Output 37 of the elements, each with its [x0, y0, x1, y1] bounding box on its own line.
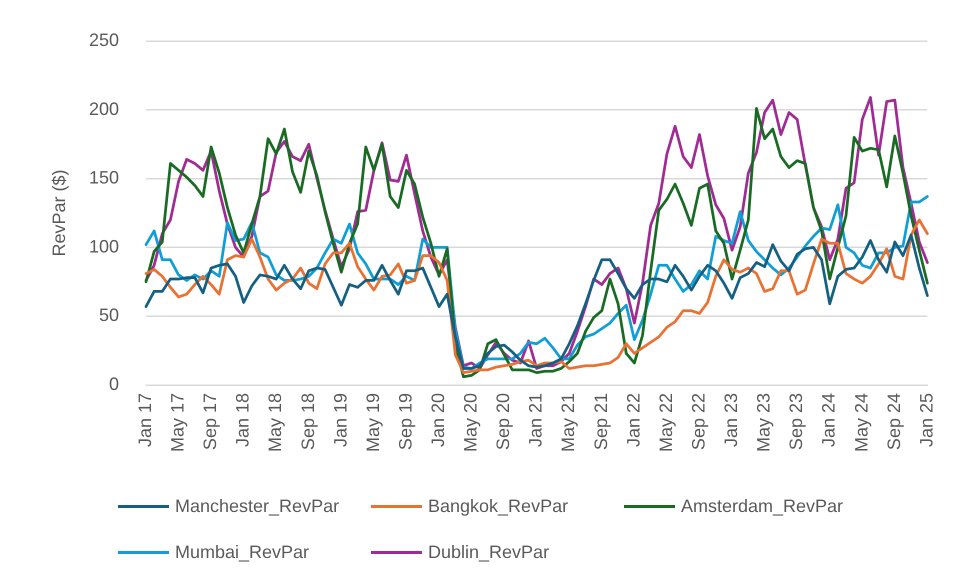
- y-tick-label: 50: [98, 305, 119, 326]
- x-tick-label: May 23: [754, 393, 774, 452]
- y-tick-label: 0: [108, 374, 119, 394]
- x-tick-label: May 17: [168, 393, 188, 452]
- legend-label: Bangkok_RevPar: [428, 496, 568, 516]
- x-tick-label: May 21: [558, 393, 578, 452]
- x-tick-label: Sep 24: [884, 393, 904, 450]
- x-tick-label: Sep 20: [493, 393, 514, 450]
- x-tick-label: Jan 21: [526, 393, 546, 448]
- y-tick-label: 100: [88, 236, 119, 256]
- legend-label: Dublin_RevPar: [428, 542, 550, 562]
- x-tick-label: May 20: [460, 393, 481, 452]
- x-tick-label: Jan 22: [623, 393, 644, 448]
- x-tick-label: Sep 17: [200, 393, 220, 450]
- x-tick-label: Sep 22: [688, 393, 708, 450]
- y-tick-label: 150: [88, 168, 119, 188]
- y-tick-label: 200: [88, 98, 119, 119]
- legend-label: Amsterdam_RevPar: [681, 496, 844, 516]
- x-tick-label: May 18: [265, 393, 286, 452]
- x-tick-label: Jan 17: [134, 393, 155, 448]
- x-tick-label: Jan 18: [232, 393, 253, 448]
- legend-label: Mumbai_RevPar: [175, 542, 310, 562]
- legend-label: Manchester_RevPar: [175, 496, 340, 516]
- x-tick-label: Jan 19: [330, 393, 350, 448]
- x-tick-label: Sep 21: [590, 393, 611, 450]
- x-tick-label: Jan 24: [818, 393, 839, 448]
- y-axis-title: RevPar ($): [48, 169, 69, 257]
- x-tick-label: Sep 19: [395, 393, 416, 450]
- x-tick-label: Sep 23: [786, 393, 806, 450]
- y-tick-label: 250: [88, 30, 119, 50]
- x-tick-label: Sep 18: [298, 393, 318, 450]
- x-tick-label: May 19: [362, 393, 383, 452]
- x-tick-label: Jan 25: [916, 393, 936, 448]
- x-tick-label: May 22: [656, 393, 676, 452]
- x-tick-label: Jan 23: [721, 393, 742, 448]
- x-tick-label: Jan 20: [428, 393, 448, 448]
- x-tick-label: May 24: [851, 393, 872, 452]
